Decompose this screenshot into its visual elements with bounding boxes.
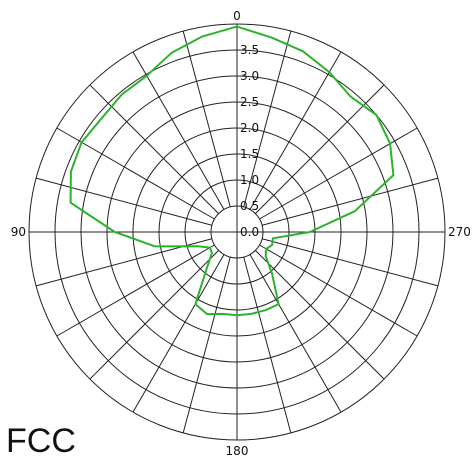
angle-label: 270	[448, 225, 471, 239]
angle-label: 90	[11, 225, 26, 239]
radial-tick-label: 2.5	[240, 95, 259, 109]
grid-spoke	[182, 30, 231, 208]
radial-tick-label: 0.0	[240, 225, 259, 239]
series-layer	[69, 25, 395, 317]
angle-label: 180	[226, 444, 249, 458]
radial-tick-label: 1.5	[240, 147, 259, 161]
grid-layer	[28, 23, 446, 441]
radial-tick-label: 0.5	[240, 199, 259, 213]
grid-spoke	[89, 84, 219, 214]
grid-spoke	[132, 51, 225, 210]
grid-spoke	[132, 254, 225, 413]
radial-tick-label: 3.5	[240, 43, 259, 57]
grid-spoke	[255, 250, 385, 380]
label-layer: 0.0 0.5 1.0 1.5 2.0 2.5 3.0 3.5 0 90 180 270	[11, 9, 471, 458]
grid-spoke	[35, 177, 213, 226]
grid-spoke	[261, 238, 439, 287]
grid-spoke	[249, 51, 342, 210]
grid-spoke	[89, 250, 219, 380]
grid-spoke	[182, 256, 231, 434]
radial-tick-label: 3.0	[240, 69, 259, 83]
grid-spoke	[243, 256, 292, 434]
chart-caption: FCC	[6, 422, 76, 460]
grid-spoke	[249, 254, 342, 413]
series-line	[69, 25, 395, 317]
grid-spoke	[56, 127, 215, 220]
grid-spoke	[261, 177, 439, 226]
grid-spoke	[243, 30, 292, 208]
radial-tick-label: 2.0	[240, 121, 259, 135]
angle-label: 0	[233, 9, 241, 23]
radial-tick-label: 1.0	[240, 173, 259, 187]
grid-spoke	[255, 84, 385, 214]
grid-spoke	[259, 244, 418, 337]
grid-spoke	[56, 244, 215, 337]
